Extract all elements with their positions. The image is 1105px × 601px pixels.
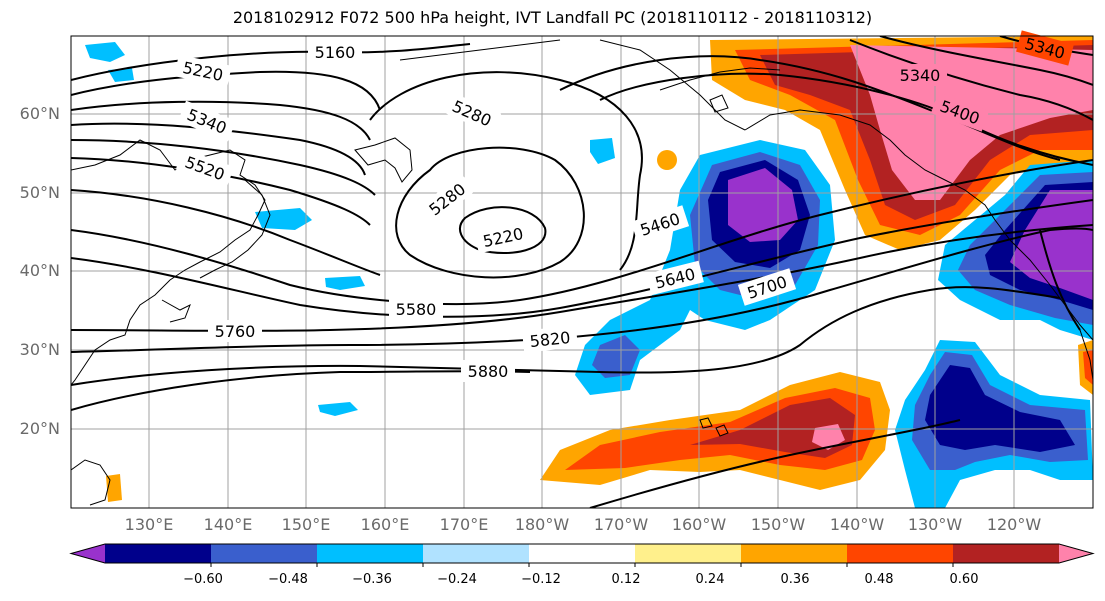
lat-label: 20°N [19,419,60,438]
lon-label: 170°E [439,515,489,534]
lon-label: 170°W [593,515,649,534]
colorbar [69,543,1095,567]
lon-label: 150°W [750,515,806,534]
lat-label: 50°N [19,183,60,202]
contour-label: 5760 [215,322,256,341]
lon-label: 180°W [514,515,570,534]
lat-label: 30°N [19,340,60,359]
colorbar-extend-min [71,544,105,563]
contour-label: 5160 [315,43,356,62]
colorbar-segment [105,544,212,563]
colorbar-tick-label: −0.36 [352,572,392,587]
lon-label: 130°E [124,515,174,534]
colorbar-tick-label: 0.36 [780,572,810,587]
colorbar-tick-label: 0.60 [949,572,979,587]
colorbar-tick-label: −0.48 [268,572,308,587]
colorbar-segment [317,544,424,563]
colorbar-segment [635,544,742,563]
lon-label: 120°W [986,515,1042,534]
lat-label: 60°N [19,104,60,123]
lon-label: 140°E [203,515,253,534]
colorbar-tick-label: 0.12 [611,572,641,587]
colorbar-segment [741,544,848,563]
lat-label: 40°N [19,261,60,280]
colorbar-segment [529,544,636,563]
lon-label: 160°W [671,515,727,534]
colorbar-tick-label: −0.60 [183,572,223,587]
map-title: 2018102912 F072 500 hPa height, IVT Land… [232,8,873,27]
contour-label: 5340 [900,66,941,85]
colorbar-extend-max [1059,544,1093,563]
lon-label: 150°E [281,515,331,534]
lon-label: 160°E [360,515,410,534]
colorbar-tick-label: −0.12 [521,572,561,587]
colorbar-segment [847,544,954,563]
colorbar-segment [211,544,318,563]
colorbar-segment [953,544,1060,563]
colorbar-tick-label: 0.48 [864,572,894,587]
colorbar-segment [423,544,530,563]
colorbar-tick-label: −0.24 [437,572,477,587]
gridlines [71,36,1093,508]
colorbar-tick-label: 0.24 [695,572,725,587]
colorbar-outline [69,543,1095,564]
lon-label: 130°W [907,515,963,534]
contour-label: 5580 [396,300,437,319]
contour-label: 5820 [529,328,571,351]
contour-label: 5880 [468,362,509,381]
map-frame [70,35,1094,509]
lon-label: 140°W [829,515,885,534]
